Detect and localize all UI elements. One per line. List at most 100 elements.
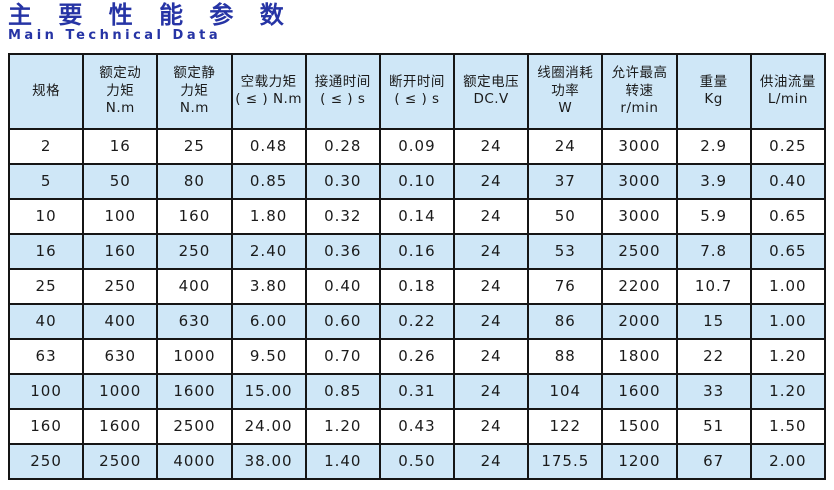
table-cell: 24.00 (230, 407, 307, 445)
table-cell: 0.30 (304, 162, 381, 200)
column-header: 额定电压 DC.V (453, 52, 530, 130)
page-header: 主 要 性 能 参 数 Main Technical Data (0, 0, 834, 43)
table-cell: 3000 (601, 127, 678, 165)
table-cell: 400 (156, 267, 233, 305)
technical-data-table: 规格 额定动 力矩 N.m 额定静 力矩 N.m 空载力矩 ( ≤ ) N.m 接通时间… (7, 52, 827, 480)
table-cell: 250 (156, 232, 233, 270)
table-cell: 2200 (601, 267, 678, 305)
table-cell: 0.26 (378, 337, 456, 375)
table-cell: 2.9 (675, 127, 752, 165)
table-cell: 40 (7, 302, 85, 340)
table-cell: 33 (675, 372, 752, 410)
table-cell: 2.40 (230, 232, 307, 270)
table-cell: 160 (82, 232, 159, 270)
table-cell: 9.50 (230, 337, 307, 375)
table-cell: 100 (82, 197, 159, 235)
table-cell: 0.18 (378, 267, 456, 305)
table-row: 40 400 630 6.00 0.60 0.22 24 86 2000 15 1.00 (7, 302, 827, 340)
table-cell: 24 (453, 337, 530, 375)
table-cell: 7.8 (675, 232, 752, 270)
table-cell: 0.65 (749, 197, 827, 235)
table-cell: 1.20 (749, 372, 827, 410)
table-cell: 2000 (601, 302, 678, 340)
table-cell: 1.80 (230, 197, 307, 235)
table-cell: 0.10 (378, 162, 456, 200)
page-subtitle: Main Technical Data (8, 28, 222, 44)
table-cell: 250 (7, 442, 85, 480)
table-cell: 0.40 (304, 267, 381, 305)
column-header: 线圈消耗 功率 W (527, 52, 604, 130)
table-row: 10 100 160 1.80 0.32 0.14 24 50 3000 5.9 0.65 (7, 197, 827, 235)
table-cell: 0.43 (378, 407, 456, 445)
table-cell: 0.22 (378, 302, 456, 340)
table-cell: 88 (527, 337, 604, 375)
table-head: 规格 额定动 力矩 N.m 额定静 力矩 N.m 空载力矩 ( ≤ ) N.m 接通时间… (7, 52, 827, 130)
table-cell: 1600 (156, 372, 233, 410)
table-cell: 24 (453, 407, 530, 445)
table-cell: 1600 (82, 407, 159, 445)
table-cell: 1200 (601, 442, 678, 480)
table-cell: 50 (527, 197, 604, 235)
table-cell: 24 (453, 197, 530, 235)
table-cell: 2 (7, 127, 85, 165)
table-cell: 24 (453, 372, 530, 410)
table-cell: 24 (453, 232, 530, 270)
table-cell: 5 (7, 162, 85, 200)
table-cell: 0.85 (304, 372, 381, 410)
table-cell: 0.25 (749, 127, 827, 165)
table-row: 250 2500 4000 38.00 1.40 0.50 24 175.5 1200 67 2.0… (7, 442, 827, 480)
table-cell: 63 (7, 337, 85, 375)
table-cell: 0.16 (378, 232, 456, 270)
table-row: 16 160 250 2.40 0.36 0.16 24 53 2500 7.8 0.65 (7, 232, 827, 270)
table-cell: 0.09 (378, 127, 456, 165)
table-cell: 67 (675, 442, 752, 480)
table-cell: 2.00 (749, 442, 827, 480)
table-cell: 3000 (601, 197, 678, 235)
table-cell: 24 (527, 127, 604, 165)
table-cell: 76 (527, 267, 604, 305)
table-cell: 1.20 (304, 407, 381, 445)
table-cell: 0.70 (304, 337, 381, 375)
table-cell: 0.28 (304, 127, 381, 165)
table-cell: 25 (156, 127, 233, 165)
table-cell: 3.80 (230, 267, 307, 305)
header-row: 规格 额定动 力矩 N.m 额定静 力矩 N.m 空载力矩 ( ≤ ) N.m 接通时间… (7, 52, 827, 130)
table-cell: 2500 (601, 232, 678, 270)
table-cell: 0.50 (378, 442, 456, 480)
table-cell: 24 (453, 127, 530, 165)
table-cell: 24 (453, 267, 530, 305)
table-body: 2 16 25 0.48 0.28 0.09 24 24 3000 2.9 0.25 5 50 80 0.8… (7, 127, 827, 480)
table-cell: 122 (527, 407, 604, 445)
table-cell: 0.40 (749, 162, 827, 200)
table-cell: 1600 (601, 372, 678, 410)
table-row: 160 1600 2500 24.00 1.20 0.43 24 122 1500 51 1.50 (7, 407, 827, 445)
table-cell: 0.36 (304, 232, 381, 270)
table-cell: 100 (7, 372, 85, 410)
table-row: 63 630 1000 9.50 0.70 0.26 24 88 1800 22 1.20 (7, 337, 827, 375)
table-cell: 0.60 (304, 302, 381, 340)
table-cell: 53 (527, 232, 604, 270)
table-cell: 175.5 (527, 442, 604, 480)
table-cell: 1.00 (749, 302, 827, 340)
table-row: 100 1000 1600 15.00 0.85 0.31 24 104 1600 33 1.20 (7, 372, 827, 410)
table-cell: 5.9 (675, 197, 752, 235)
table-cell: 0.14 (378, 197, 456, 235)
table-cell: 25 (7, 267, 85, 305)
column-header: 供油流量 L/min (749, 52, 827, 130)
table-cell: 3000 (601, 162, 678, 200)
table-cell: 2500 (156, 407, 233, 445)
column-header: 额定静 力矩 N.m (156, 52, 233, 130)
table-cell: 15 (675, 302, 752, 340)
table-row: 2 16 25 0.48 0.28 0.09 24 24 3000 2.9 0.25 (7, 127, 827, 165)
table-cell: 24 (453, 302, 530, 340)
column-header: 允许最高 转速 r/min (601, 52, 678, 130)
table-cell: 0.31 (378, 372, 456, 410)
table-cell: 10 (7, 197, 85, 235)
table-cell: 24 (453, 442, 530, 480)
table-cell: 250 (82, 267, 159, 305)
table-cell: 160 (156, 197, 233, 235)
table-cell: 1800 (601, 337, 678, 375)
table-cell: 1.00 (749, 267, 827, 305)
table-cell: 1.50 (749, 407, 827, 445)
table-cell: 16 (82, 127, 159, 165)
